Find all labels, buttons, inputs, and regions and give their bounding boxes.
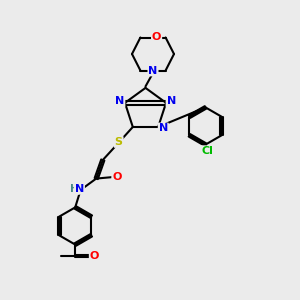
Text: N: N bbox=[115, 96, 124, 106]
Text: O: O bbox=[112, 172, 122, 182]
Text: O: O bbox=[152, 32, 161, 43]
Text: H: H bbox=[70, 184, 78, 194]
Text: N: N bbox=[148, 65, 158, 76]
Text: N: N bbox=[167, 96, 176, 106]
Text: S: S bbox=[115, 137, 123, 147]
Text: N: N bbox=[75, 184, 84, 194]
Text: O: O bbox=[90, 251, 99, 261]
Text: Cl: Cl bbox=[201, 146, 213, 156]
Text: N: N bbox=[159, 124, 168, 134]
